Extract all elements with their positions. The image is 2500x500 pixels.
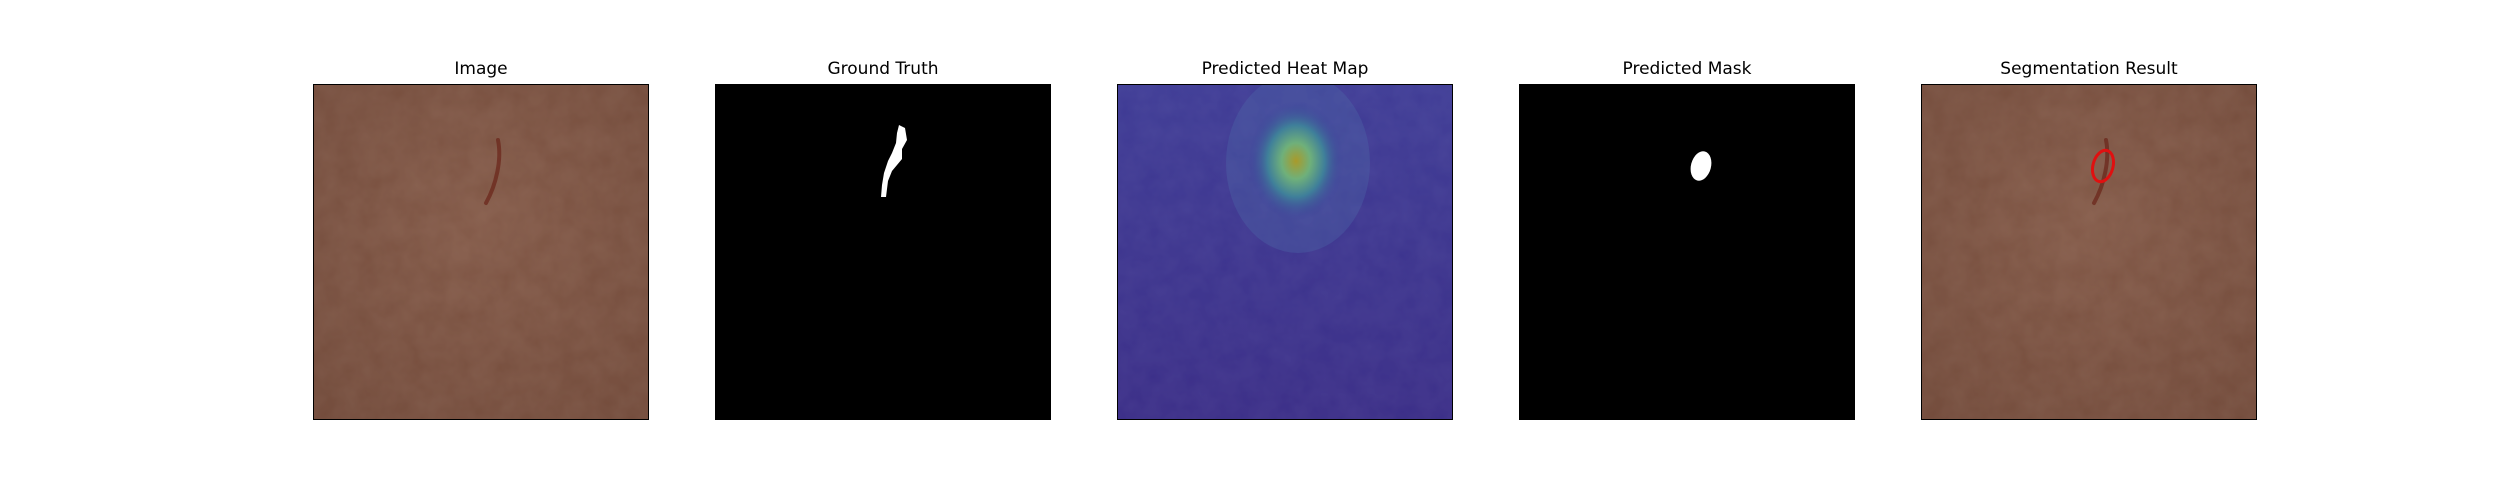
segmentation-contour <box>2090 148 2116 184</box>
panel-title-image: Image <box>454 59 508 79</box>
segmentation-result-view <box>1921 84 2257 420</box>
panel-title-heat-map: Predicted Heat Map <box>1201 59 1369 79</box>
defect-mark <box>484 138 502 205</box>
ground-truth-mask <box>881 125 907 197</box>
panel-title-ground-truth: Ground Truth <box>827 59 939 79</box>
panel-title-predicted-mask: Predicted Mask <box>1622 59 1752 79</box>
ground-truth-view <box>715 84 1051 420</box>
image-view <box>313 84 649 420</box>
heat-map-view <box>1117 84 1453 420</box>
defect-mark <box>2092 138 2110 205</box>
panel-title-segmentation-result: Segmentation Result <box>2000 59 2178 79</box>
heat-hotspot <box>1248 101 1344 221</box>
predicted-mask-view <box>1519 84 1855 420</box>
predicted-mask-blob <box>1690 151 1712 181</box>
